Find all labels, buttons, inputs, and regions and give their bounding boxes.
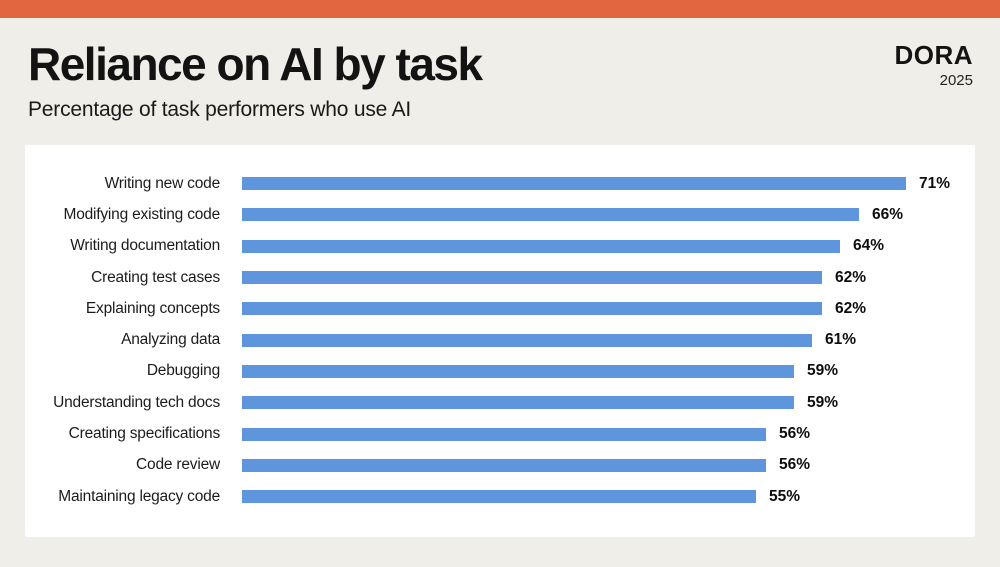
chart-row: Analyzing data 61% [25, 324, 975, 355]
bar [242, 208, 859, 222]
bar [242, 364, 794, 378]
category-label: Explaining concepts [85, 299, 220, 317]
category-label: Creating specifications [68, 425, 221, 443]
chart-row: Understanding tech docs 59% [25, 387, 975, 418]
bar-chart: Writing new code 71% Modifying existing co… [25, 145, 975, 512]
dora-logo-year: 2025 [939, 72, 973, 89]
category-label: Modifying existing code [63, 205, 220, 223]
value-label: 66% [872, 205, 904, 223]
value-label: 55% [769, 487, 801, 505]
top-accent-bar [0, 0, 1000, 18]
bar [242, 333, 812, 347]
category-label: Writing documentation [70, 237, 220, 255]
value-label: 62% [835, 268, 867, 286]
category-label: Debugging [146, 362, 220, 380]
bar [242, 490, 756, 504]
chart-card: Writing new code 71% Modifying existing co… [25, 145, 975, 537]
value-label: 59% [807, 393, 839, 411]
header: Reliance on AI by task Percentage of tas… [0, 18, 1000, 122]
category-label: Creating test cases [91, 268, 220, 286]
category-label: Maintaining legacy code [58, 487, 220, 505]
category-label: Understanding tech docs [53, 393, 220, 411]
bar [242, 271, 822, 285]
chart-row: Code review 56% [25, 450, 975, 481]
chart-row: Writing documentation 64% [25, 231, 975, 262]
page-title: Reliance on AI by task [28, 38, 483, 90]
bar [242, 396, 794, 410]
category-label: Analyzing data [121, 331, 220, 349]
chart-row: Creating specifications 56% [25, 418, 975, 449]
value-label: 64% [853, 237, 885, 255]
chart-row: Maintaining legacy code 55% [25, 481, 975, 512]
bar [242, 177, 906, 191]
page-subtitle: Percentage of task performers who use AI [28, 97, 412, 121]
value-label: 62% [835, 299, 867, 317]
category-label: Code review [136, 456, 220, 474]
dora-logo-wordmark: DORA [894, 40, 973, 70]
value-label: 59% [807, 362, 839, 380]
bar [242, 458, 766, 472]
category-label: Writing new code [104, 174, 221, 192]
bar [242, 239, 840, 253]
chart-row: Modifying existing code 66% [25, 199, 975, 230]
value-label: 56% [779, 425, 811, 443]
value-label: 61% [825, 331, 857, 349]
value-label: 56% [779, 456, 811, 474]
bar [242, 302, 822, 316]
chart-row: Explaining concepts 62% [25, 293, 975, 324]
dora-logo: DORA 2025 [894, 42, 973, 89]
chart-row: Debugging 59% [25, 356, 975, 387]
value-label: 71% [919, 174, 951, 192]
bar [242, 427, 766, 441]
chart-row: Creating test cases 62% [25, 262, 975, 293]
chart-row: Writing new code 71% [25, 168, 975, 199]
